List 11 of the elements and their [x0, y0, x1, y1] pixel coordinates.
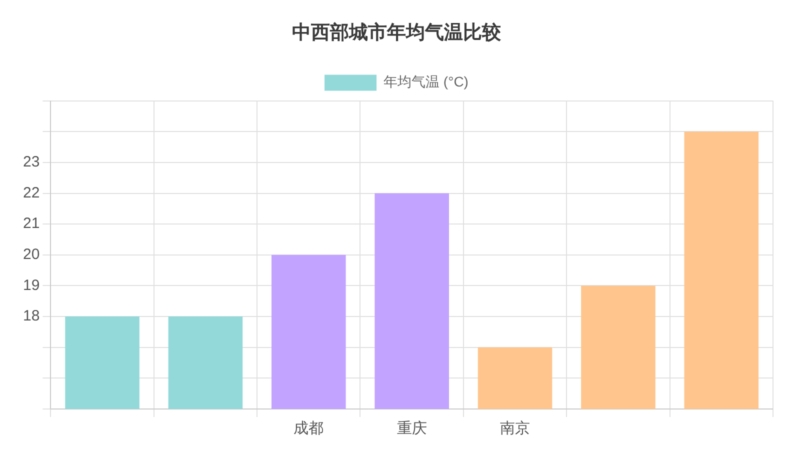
y-tick-label: 22	[22, 184, 40, 202]
y-tick-label: 19	[22, 276, 40, 294]
y-tick-label: 21	[22, 215, 40, 232]
legend-label: 年均气温 (°C)	[384, 74, 468, 90]
x-tick-label: 重庆	[396, 420, 427, 438]
y-tick-label: 23	[22, 154, 40, 171]
y-tick-label: 20	[22, 246, 40, 264]
x-tick-label: 南京	[500, 420, 530, 438]
y-tick-label: 18	[22, 308, 40, 325]
chart-title: 中西部城市年均气温比较	[292, 22, 502, 44]
x-tick-label: 成都	[294, 420, 324, 438]
